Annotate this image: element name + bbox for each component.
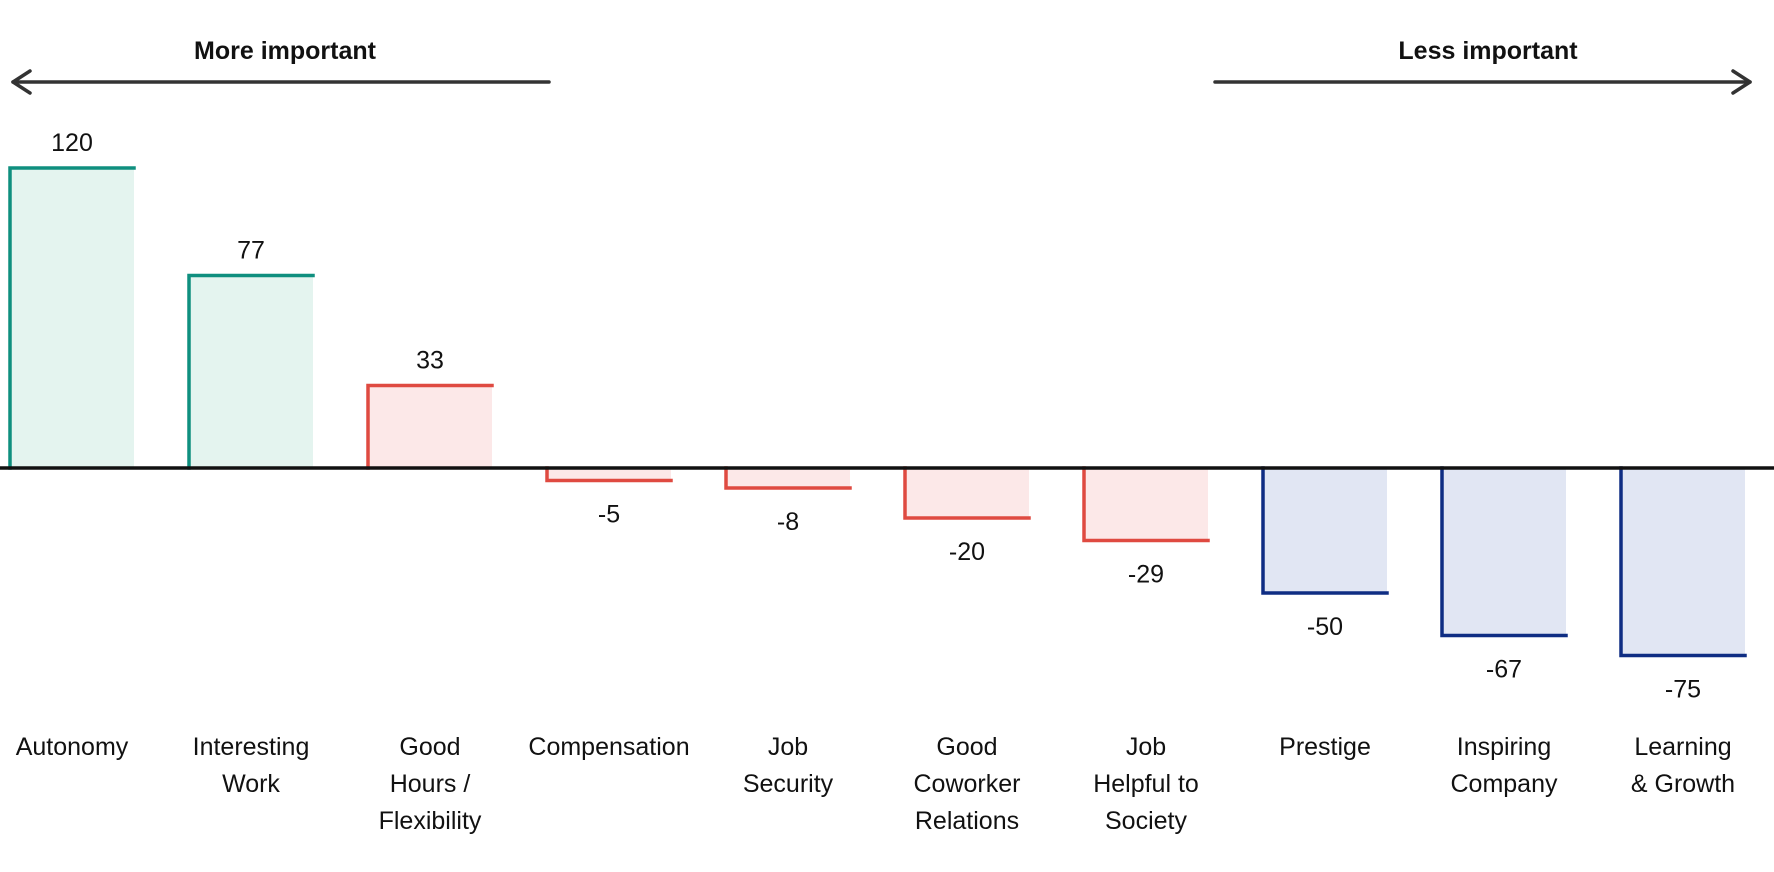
value-label-autonomy: 120 [51,129,93,157]
bar-fill [189,275,313,468]
bar-compensation [545,466,673,483]
bar-fill [1621,468,1745,656]
bar-outline [1082,466,1210,543]
bar-fill [1084,468,1208,541]
bar-fill [368,385,492,468]
category-label-good-hours-flexibility: Good Hours / Flexibility [379,733,482,835]
category-labels-group: Autonomy Interesting Work Good Hours / Flexib… [16,733,1735,835]
bar-fill [726,468,850,488]
category-label-job-security: Job Security [743,733,834,798]
bar-good-hours-flexibility [366,383,494,470]
category-label-compensation: Compensation [528,733,689,761]
category-label-autonomy: Autonomy [16,733,129,761]
value-label-good-coworker-relations: -20 [949,538,985,566]
value-label-compensation: -5 [598,501,620,529]
bar-job-helpful-to-society [1082,466,1210,543]
bar-fill [547,468,671,481]
less-important-label: Less important [1398,37,1578,65]
bar-outline [1440,466,1568,638]
chart-header: More important Less important [11,37,1752,95]
category-label-inspiring-company: Inspiring Company [1451,733,1558,798]
bar-fill [1442,468,1566,636]
left-arrow-icon [11,69,551,95]
bar-outline [903,466,1031,520]
right-arrow-icon [1213,69,1752,95]
category-label-prestige: Prestige [1279,733,1371,761]
bar-job-security [724,466,852,490]
bar-autonomy [8,166,136,470]
bar-outline [366,383,494,470]
category-label-interesting-work: Interesting Work [193,733,310,798]
bar-fill [1263,468,1387,593]
bar-outline [187,273,315,470]
bars-group [8,166,1747,658]
bar-outline [545,466,673,483]
value-label-good-hours-flexibility: 33 [416,347,444,375]
bar-outline [8,166,136,470]
value-label-inspiring-company: -67 [1486,656,1522,684]
bar-learning-growth [1619,466,1747,658]
value-label-job-helpful-to-society: -29 [1128,561,1164,589]
bar-outline [724,466,852,490]
value-label-learning-growth: -75 [1665,676,1701,704]
bar-fill [905,468,1029,518]
category-label-good-coworker-relations: Good Coworker Relations [914,733,1021,835]
value-label-prestige: -50 [1307,613,1343,641]
bar-good-coworker-relations [903,466,1031,520]
bar-outline [1261,466,1389,595]
value-labels-group: 120 77 33 -5 -8 -20 -29 -50 -67 -75 [51,129,1701,704]
value-label-job-security: -8 [777,508,799,536]
bar-fill [10,168,134,468]
bar-prestige [1261,466,1389,595]
category-label-learning-growth: Learning & Growth [1631,733,1735,798]
bar-inspiring-company [1440,466,1568,638]
bar-interesting-work [187,273,315,470]
category-label-job-helpful-to-society: Job Helpful to Society [1093,733,1199,835]
more-important-label: More important [194,37,377,65]
bar-outline [1619,466,1747,658]
value-label-interesting-work: 77 [237,237,265,265]
